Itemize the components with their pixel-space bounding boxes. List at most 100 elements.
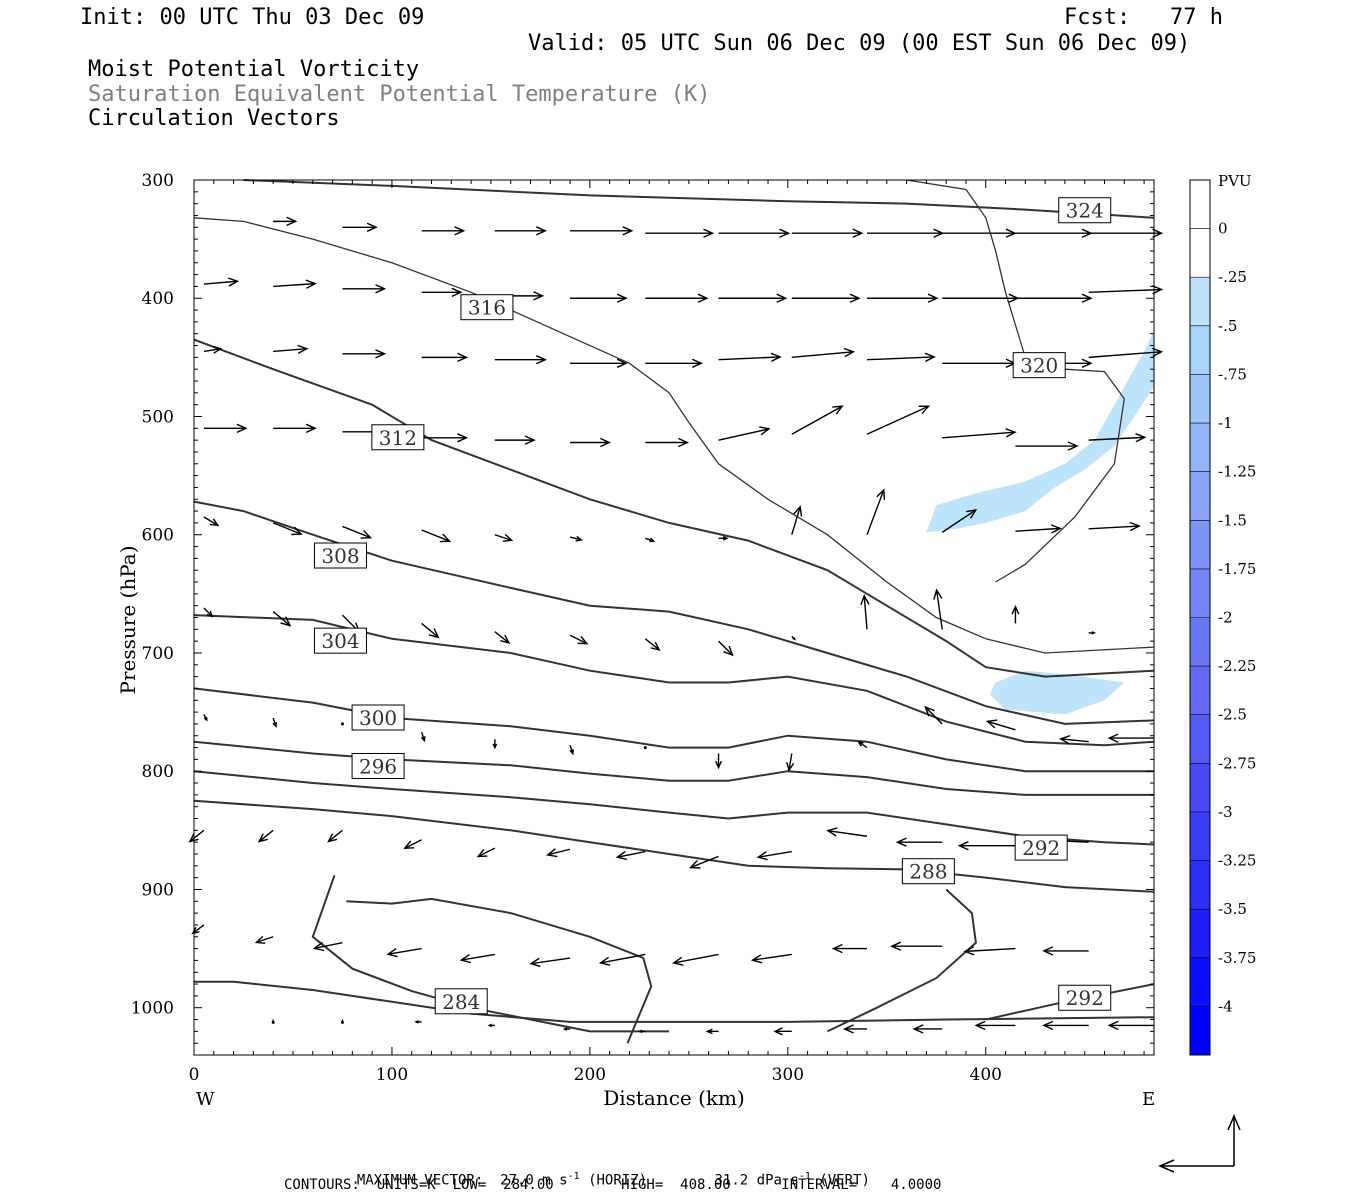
vector-shaft: [788, 753, 793, 771]
circulation-vector: [826, 827, 868, 837]
circulation-vector: [569, 634, 589, 645]
vector-arrowhead: [773, 1027, 783, 1036]
circulation-vector: [942, 358, 1017, 368]
title-mpv: Moist Potential Vorticity: [88, 57, 420, 82]
circulation-vector: [1015, 293, 1093, 303]
vector-arrowhead: [1067, 441, 1079, 451]
vector-arrowhead: [500, 634, 511, 644]
vector-arrowhead: [1152, 285, 1164, 295]
y-axis: 300 400 500 600 700 800 900 1000: [131, 171, 1154, 1056]
vector-dot: [340, 1020, 344, 1024]
colorbar-segment-2: [1190, 277, 1210, 326]
vector-arrowhead: [272, 722, 278, 729]
circulation-vector: [890, 941, 943, 951]
colorbar-label: -3.5: [1218, 900, 1247, 918]
vector-shaft: [272, 522, 302, 535]
contour-label-box: [434, 988, 488, 1015]
contour-label-304: 304: [313, 627, 367, 654]
y-tick-label-600: 600: [142, 526, 174, 546]
vector-shaft: [387, 947, 422, 955]
init-time: Init: 00 UTC Thu 03 Dec 09: [80, 5, 425, 30]
circulation-vector: [494, 355, 548, 365]
vector-arrowhead: [575, 535, 583, 542]
circulation-vector: [203, 516, 220, 527]
circulation-vector: [831, 943, 867, 954]
circulation-vector: [1059, 735, 1089, 745]
contour-label-308: 308: [313, 542, 367, 569]
footer-max-vector: MAXIMUM VECTOR: 27.0 m s-1 (HORIZ) 31.2 …: [340, 1158, 870, 1188]
circulation-vector: [492, 739, 498, 750]
x-west-label: W: [196, 1089, 215, 1110]
circulation-vector: [421, 529, 452, 543]
vector-arrowhead: [297, 344, 309, 355]
vector-arrowhead: [254, 935, 266, 944]
vector-arrowhead: [546, 848, 558, 858]
x-tick-label-100: 100: [376, 1065, 408, 1085]
contour-label-text: 316: [468, 296, 506, 320]
circulation-vector: [203, 277, 240, 287]
contour-label-text: 304: [321, 629, 359, 653]
mpv-shading-layer: [926, 331, 1154, 715]
contour-label-292: 292: [1058, 984, 1112, 1011]
contour-label-text: 312: [379, 426, 417, 450]
circulation-vector: [570, 358, 628, 368]
vector-arrowhead: [985, 719, 998, 729]
contour-label-box: [351, 704, 405, 731]
circulation-vector: [842, 1024, 867, 1034]
colorbar-label: -2.25: [1218, 657, 1256, 675]
vector-arrowhead: [524, 435, 536, 445]
vector-arrowhead: [305, 279, 317, 289]
vector-arrowhead: [305, 423, 317, 434]
vector-arrowhead: [912, 1024, 924, 1034]
x-tick-label-400: 400: [970, 1065, 1002, 1085]
circulation-vector: [342, 284, 387, 294]
vector-arrowhead: [457, 352, 469, 363]
circulation-vector: [705, 1028, 719, 1035]
vector-arrowhead: [562, 1027, 568, 1031]
vector-arrowhead: [598, 956, 611, 966]
vector-arrowhead: [1059, 735, 1071, 745]
circulation-vector: [342, 222, 378, 232]
vector-arrowhead: [536, 355, 548, 365]
vector-arrowhead: [502, 533, 514, 542]
vector-arrowhead: [1107, 1020, 1119, 1031]
vector-arrowhead: [924, 352, 936, 363]
contour-label-box: [371, 424, 425, 451]
circulation-vector: [191, 924, 205, 935]
circulation-vector: [421, 622, 440, 639]
circulation-vector: [866, 352, 936, 363]
y-tick-label-300: 300: [142, 171, 174, 191]
vector-arrowhead: [963, 946, 975, 956]
colorbar-label: -2: [1218, 609, 1233, 627]
colorbar-segment-17: [1190, 1006, 1210, 1055]
vector-arrowhead: [291, 526, 303, 536]
mpv-shade-region-1: [989, 670, 1125, 715]
circulation-vector: [421, 433, 469, 443]
circulation-vector: [273, 344, 309, 355]
x-tick-label-300: 300: [772, 1065, 804, 1085]
circulation-vector: [1088, 347, 1164, 359]
circulation-vector: [638, 1029, 646, 1034]
vector-arrowhead: [688, 859, 701, 869]
circulation-vector: [974, 1020, 1016, 1031]
colorbar-label: -1.75: [1218, 560, 1256, 578]
circulation-vector: [569, 744, 574, 756]
vector-arrowhead: [203, 716, 208, 722]
vector-arrowhead: [476, 848, 488, 858]
circulation-vector: [420, 731, 426, 743]
vector-shaft: [203, 280, 238, 285]
vector-arrowhead: [1005, 428, 1017, 438]
vector-arrowhead: [756, 851, 768, 861]
vector-shaft: [758, 850, 792, 858]
theta-es-contour-288: [826, 888, 977, 1033]
vector-arrowhead: [529, 957, 541, 968]
exp-1: -1: [567, 1171, 580, 1182]
colorbar-label: -1.5: [1218, 511, 1247, 529]
vector-shaft: [203, 516, 219, 526]
circulation-vector: [643, 746, 647, 750]
vector-shaft: [965, 947, 1016, 953]
circulation-vector: [715, 753, 723, 770]
x-axis-label: Distance (km): [603, 1086, 745, 1110]
vector-shaft: [941, 509, 977, 533]
vector-shaft: [1088, 288, 1162, 294]
